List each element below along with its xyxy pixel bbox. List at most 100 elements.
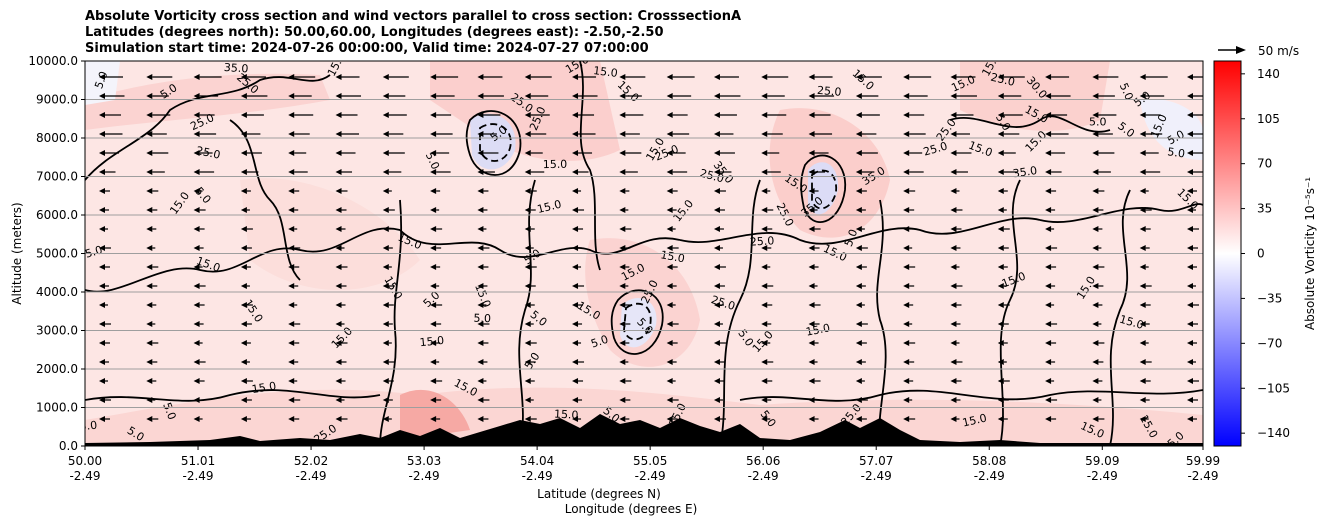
contour-label: 5.0: [842, 227, 860, 248]
wind-vector: [477, 397, 490, 403]
x-tick-label-lon: -2.49: [974, 469, 1005, 483]
wind-vector: [1045, 245, 1058, 251]
wind-vector: [1187, 112, 1203, 118]
title-line-3: Simulation start time: 2024-07-26 00:00:…: [85, 41, 649, 56]
wind-vector: [193, 74, 222, 80]
wind-vector: [477, 207, 488, 213]
contour-label: 5.0: [1089, 116, 1107, 129]
wind-vector: [903, 150, 923, 156]
wind-vector: [903, 283, 915, 289]
wind-vector: [997, 245, 1009, 251]
wind-vector: [193, 378, 205, 384]
wind-vector: [903, 245, 913, 251]
y-axis: 0.0 1000.0 2000.0 3000.0 4000.0 5000.0 6000.0 7…: [28, 54, 85, 453]
wind-vector: [288, 245, 301, 251]
wind-vector: [335, 169, 353, 175]
wind-vector: [808, 169, 826, 175]
wind-vector: [240, 207, 250, 213]
contour-label: 15.0: [419, 334, 445, 349]
wind-vector: [619, 112, 644, 118]
wind-vector: [477, 302, 487, 308]
wind-vector: [146, 283, 158, 289]
wind-vector: [99, 378, 108, 384]
wind-vector: [903, 112, 925, 118]
wind-vector: [997, 397, 1009, 403]
wind-vector: [430, 359, 440, 365]
wind-vector: [1092, 226, 1103, 232]
chart-title: Absolute Vorticity cross section and win…: [85, 9, 741, 57]
wind-vector: [1045, 169, 1062, 175]
wind-vector: [193, 188, 203, 194]
wind-vector: [761, 150, 780, 156]
wind-vector: [1139, 245, 1150, 251]
wind-vector: [335, 131, 360, 137]
wind-vector: [240, 188, 251, 194]
x-tick-label-lat: 59.99: [1186, 454, 1220, 468]
wind-vector: [1045, 264, 1057, 270]
wind-vector: [761, 416, 771, 422]
wind-vector: [430, 378, 443, 384]
contour-label: 25.0: [816, 84, 842, 99]
wind-vector: [430, 416, 441, 422]
y-tick-label: 10000.0: [28, 54, 78, 68]
wind-vector: [713, 283, 725, 289]
wind-vector: [666, 378, 676, 384]
wind-vector: [193, 150, 213, 156]
plot-area: 5.0 5.0 35.0 25.0 15.0 25.0 25.0 5.0 15.0 15.0 15.…: [85, 61, 1203, 446]
wind-vector: [997, 359, 1007, 365]
wind-vector: [193, 416, 203, 422]
wind-vector: [950, 112, 974, 118]
wind-vector: [713, 74, 739, 80]
x-tick-label-lat: 57.07: [859, 454, 893, 468]
vorticity-patches: [85, 61, 1203, 446]
wind-vector: [572, 112, 595, 118]
wind-vector: [335, 150, 356, 156]
wind-vector: [1187, 302, 1199, 308]
contour-label: 5.0: [1167, 145, 1186, 160]
wind-vector: [1092, 302, 1103, 308]
contour-label: 15.0: [961, 411, 988, 429]
wind-vector: [808, 340, 819, 346]
wind-vector: [619, 74, 646, 80]
wind-vector: [1187, 378, 1199, 384]
colorbar-tick-label: −70: [1257, 336, 1282, 350]
wind-vector: [761, 283, 774, 289]
colorbar-tick-label: −140: [1257, 426, 1290, 440]
wind-vector: [666, 150, 686, 156]
wind-vector: [382, 321, 393, 327]
wind-vector: [99, 340, 110, 346]
wind-vector: [1187, 359, 1196, 365]
wind-vector: [288, 378, 298, 384]
x-tick-label-lat: 55.05: [633, 454, 667, 468]
wind-vector: [1045, 74, 1070, 80]
colorbar: 140 105 70 35 0 −35 −70 −105 −140 Absolute Vorti…: [1213, 60, 1317, 447]
wind-vector: [1139, 264, 1149, 270]
colorbar-tick-label: −105: [1257, 381, 1290, 395]
wind-vector: [99, 169, 116, 175]
wind-vector: [193, 131, 217, 137]
wind-vector: [1045, 112, 1068, 118]
wind-vector: [382, 207, 395, 213]
x-tick-label-lat: 59.09: [1085, 454, 1119, 468]
wind-vector: [1139, 416, 1149, 422]
wind-vector: [713, 112, 737, 118]
wind-vector: [193, 245, 204, 251]
wind-vector: [524, 169, 545, 175]
wind-vector: [524, 340, 537, 346]
wind-vector: [382, 283, 395, 289]
wind-vector: [146, 169, 165, 175]
wind-vector: [477, 340, 489, 346]
wind-vector: [477, 416, 489, 422]
wind-vector: [855, 283, 866, 289]
wind-vector: [477, 188, 489, 194]
y-tick-label: 3000.0: [36, 324, 78, 338]
wind-vector: [713, 150, 735, 156]
wind-vector: [572, 93, 598, 99]
wind-vector: [808, 397, 820, 403]
wind-vector: [99, 359, 109, 365]
wind-vector: [477, 112, 501, 118]
quiver-key-label: 50 m/s: [1258, 44, 1299, 58]
wind-vector: [950, 264, 960, 270]
wind-vector: [713, 397, 723, 403]
wind-vector: [240, 283, 250, 289]
